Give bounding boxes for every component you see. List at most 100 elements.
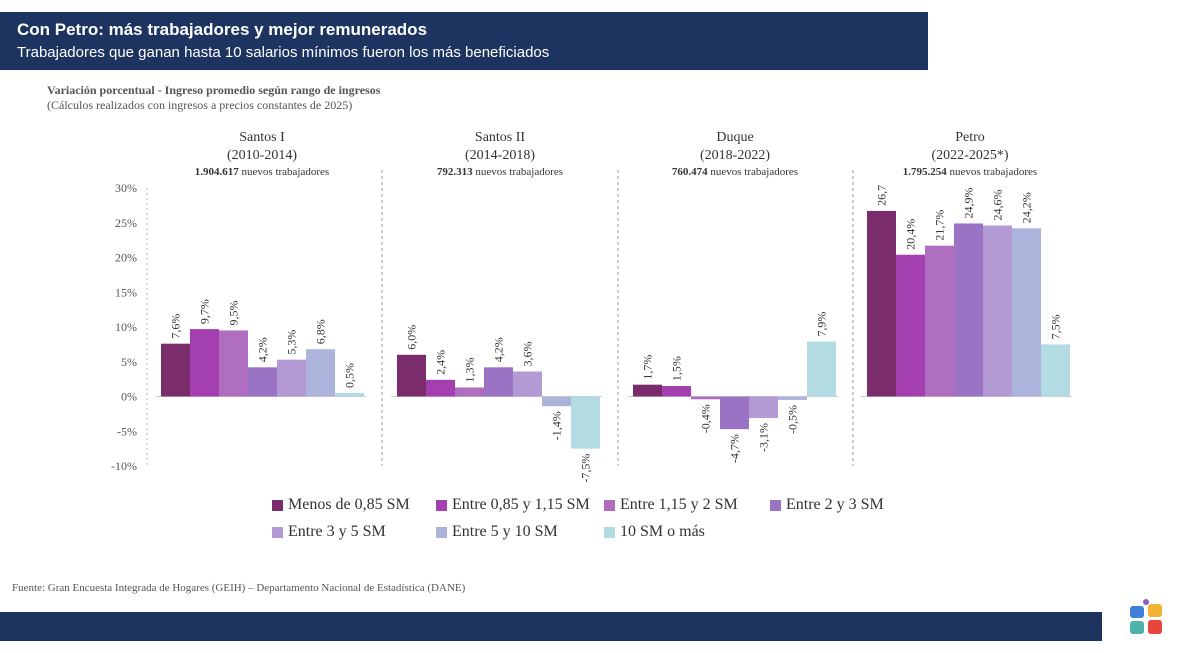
legend-item: Entre 0,85 y 1,15 SM — [436, 496, 590, 514]
y-tick-label: 10% — [115, 320, 137, 334]
bar — [571, 396, 600, 449]
legend-swatch — [604, 526, 615, 538]
bar — [867, 210, 896, 397]
bar — [633, 384, 662, 397]
data-label: 4,2% — [492, 337, 506, 362]
legend-item: Entre 3 y 5 SM — [272, 523, 386, 541]
data-label: -3,1% — [757, 423, 771, 452]
new-workers-label: 1.795.254 nuevos trabajadores — [903, 166, 1037, 178]
data-label: 1,3% — [463, 357, 477, 382]
legend-swatch — [272, 526, 283, 538]
data-label: 1,7% — [641, 355, 655, 380]
data-label: 7,6% — [169, 314, 183, 339]
data-label: 24,6% — [991, 190, 1005, 221]
data-label: 26,7 — [875, 185, 889, 206]
data-label: 5,3% — [285, 330, 299, 355]
period-years: (2010-2014) — [227, 148, 297, 163]
y-tick-label: 30% — [115, 181, 137, 195]
page-title: Con Petro: más trabajadores y mejor remu… — [17, 20, 428, 39]
y-tick-label: 0% — [121, 390, 137, 404]
bar-chart: 30% 25% 20% 15% 10% 5% 0% -5% -10% Santos I (2010-… — [111, 130, 1072, 483]
data-label: 9,7% — [198, 299, 212, 324]
bar — [542, 396, 571, 407]
legend-swatch — [272, 499, 283, 511]
chart-title: Variación porcentual - Ingreso promedio … — [47, 83, 381, 97]
period-name: Duque — [716, 130, 753, 145]
bar — [720, 396, 749, 430]
period-years: (2014-2018) — [465, 148, 535, 163]
bar — [778, 396, 807, 400]
period-years: (2022-2025*) — [932, 148, 1009, 163]
bar — [277, 359, 306, 397]
y-tick-label: -10% — [111, 459, 137, 473]
legend-item: Entre 2 y 3 SM — [770, 496, 884, 514]
legend-item: 10 SM o más — [604, 523, 705, 541]
bar — [484, 367, 513, 397]
bar — [1041, 344, 1070, 397]
bar — [335, 393, 364, 397]
footer-banner — [0, 612, 1102, 641]
page-subtitle: Trabajadores que ganan hasta 10 salarios… — [17, 44, 550, 61]
new-workers-label: 792.313 nuevos trabajadores — [437, 166, 563, 178]
data-label: 24,9% — [962, 187, 976, 218]
bar — [983, 225, 1012, 397]
data-label: 7,5% — [1049, 314, 1063, 339]
legend-label: Entre 3 y 5 SM — [288, 523, 386, 540]
period-name: Santos II — [475, 130, 526, 145]
period-name: Santos I — [239, 130, 285, 145]
y-tick-label: 15% — [115, 285, 137, 299]
y-tick-label: -5% — [117, 424, 137, 438]
period-name: Petro — [955, 130, 985, 145]
title-banner — [0, 12, 928, 70]
legend-item: Entre 1,15 y 2 SM — [604, 496, 738, 514]
legend-item: Menos de 0,85 SM — [272, 496, 410, 514]
bar — [662, 386, 691, 397]
data-label: -0,4% — [699, 404, 713, 433]
bar — [397, 354, 426, 397]
data-label: -0,5% — [786, 405, 800, 434]
bar — [426, 379, 455, 397]
bar — [896, 254, 925, 397]
data-label: 20,4% — [904, 219, 918, 250]
chart-subtitle: (Cálculos realizados con ingresos a prec… — [47, 98, 353, 112]
source-note: Fuente: Gran Encuesta Integrada de Hogar… — [12, 582, 466, 594]
new-workers-label: 1.904.617 nuevos trabajadores — [195, 166, 329, 178]
bar — [513, 371, 542, 397]
bar — [455, 387, 484, 397]
legend-label: Entre 5 y 10 SM — [452, 523, 558, 540]
period-years: (2018-2022) — [700, 148, 770, 163]
bar — [190, 329, 219, 397]
legend-label: Entre 1,15 y 2 SM — [620, 496, 738, 513]
bar — [807, 341, 836, 397]
data-label: 6,8% — [314, 319, 328, 344]
bar — [219, 330, 248, 397]
bar — [161, 343, 190, 397]
bar — [954, 223, 983, 397]
legend-swatch — [770, 499, 781, 511]
bar — [306, 349, 335, 397]
y-tick-label: 20% — [115, 251, 137, 265]
y-tick-label: 5% — [121, 355, 137, 369]
data-label: 2,4% — [434, 350, 448, 375]
legend-label: Menos de 0,85 SM — [288, 496, 410, 513]
data-label: 7,9% — [815, 312, 829, 337]
data-label: 0,5% — [343, 363, 357, 388]
bar — [1012, 228, 1041, 397]
legend-swatch — [436, 526, 447, 538]
bar — [925, 245, 954, 397]
data-label: 9,5% — [227, 300, 241, 325]
legend-item: Entre 5 y 10 SM — [436, 523, 558, 541]
legend-swatch — [604, 499, 615, 511]
data-label: 6,0% — [405, 325, 419, 350]
colorful-butterfly-logo-icon — [1130, 599, 1162, 634]
data-label: 21,7% — [933, 210, 947, 241]
legend-label: 10 SM o más — [620, 523, 705, 540]
bar — [691, 396, 720, 400]
data-label: -4,7% — [728, 434, 742, 463]
legend-label: Entre 2 y 3 SM — [786, 496, 884, 513]
data-label: 3,6% — [521, 341, 535, 366]
data-label: -1,4% — [550, 411, 564, 440]
data-label: 1,5% — [670, 356, 684, 381]
data-label: -7,5% — [579, 454, 593, 483]
y-tick-label: 25% — [115, 216, 137, 230]
